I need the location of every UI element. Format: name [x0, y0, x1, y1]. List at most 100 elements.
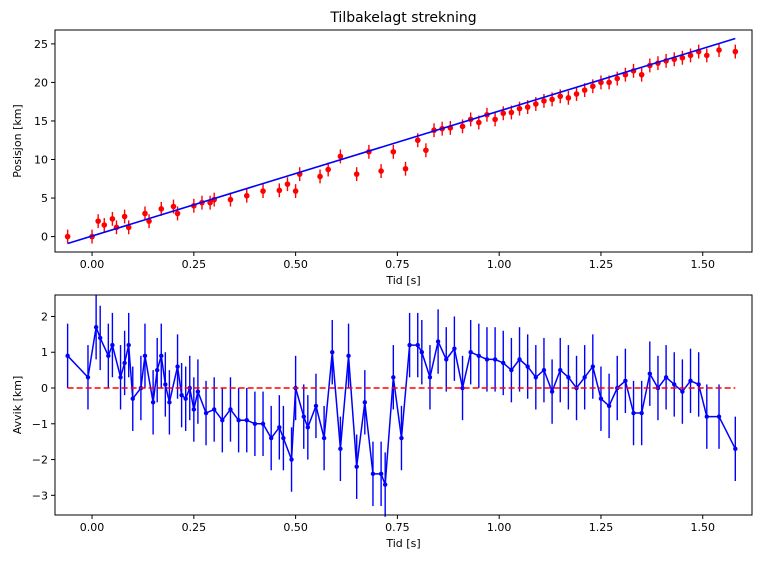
data-point: [118, 375, 123, 380]
data-point: [325, 166, 331, 173]
data-point: [338, 446, 343, 452]
data-point: [130, 396, 135, 401]
data-point: [159, 353, 164, 359]
y-tick-label: 1: [41, 346, 48, 359]
data-point: [207, 199, 213, 206]
x-tick-label: 0.00: [80, 521, 105, 534]
data-point: [476, 353, 482, 359]
data-point: [142, 210, 148, 217]
data-point: [110, 342, 115, 348]
data-point: [508, 109, 515, 116]
data-point: [289, 457, 294, 462]
data-point: [150, 400, 156, 405]
y-axis-label: Avvik [km]: [11, 376, 24, 435]
data-point: [517, 357, 522, 362]
data-point: [598, 79, 604, 86]
data-point: [284, 181, 291, 187]
data-point: [121, 213, 128, 220]
data-point: [704, 414, 710, 419]
data-point: [459, 123, 466, 130]
data-point: [203, 410, 209, 416]
data-point: [663, 375, 669, 380]
data-point: [183, 396, 188, 401]
data-point: [733, 446, 738, 452]
data-point: [407, 342, 412, 348]
data-point: [549, 96, 555, 103]
data-point: [716, 47, 722, 53]
data-point: [276, 187, 283, 194]
data-point: [252, 421, 258, 426]
x-tick-label: 1.00: [487, 258, 512, 271]
x-tick-label: 1.00: [487, 521, 512, 534]
x-tick-label: 0.50: [283, 521, 308, 534]
data-point: [106, 353, 111, 359]
data-point: [573, 91, 580, 97]
data-point: [696, 382, 701, 387]
data-point: [126, 342, 131, 348]
data-point: [533, 101, 539, 107]
data-point: [606, 403, 612, 409]
data-point: [391, 375, 396, 380]
data-point: [353, 171, 360, 177]
x-tick-label: 0.75: [385, 521, 410, 534]
data-point: [704, 52, 710, 59]
data-point: [638, 71, 645, 78]
y-tick-label: −3: [32, 489, 48, 502]
data-point: [423, 147, 429, 154]
data-point: [378, 471, 384, 477]
data-point: [236, 418, 241, 423]
y-tick-label: 2: [41, 310, 48, 323]
x-tick-label: 0.00: [80, 258, 105, 271]
x-tick-label: 1.25: [589, 521, 614, 534]
data-point: [533, 375, 539, 380]
data-point: [97, 335, 103, 341]
data-point: [277, 425, 282, 430]
data-point: [305, 425, 311, 430]
data-point: [191, 407, 197, 412]
data-point: [484, 357, 490, 362]
data-point: [415, 342, 420, 348]
data-point: [672, 382, 677, 387]
data-point: [590, 83, 596, 90]
data-point: [501, 360, 506, 366]
data-point: [549, 389, 555, 394]
data-point: [313, 403, 319, 409]
plot-frame: [54, 29, 753, 253]
data-point: [427, 375, 433, 380]
data-point: [516, 105, 523, 112]
data-point: [211, 407, 217, 412]
x-tick-label: 1.25: [589, 258, 614, 271]
data-point: [337, 153, 344, 160]
data-point: [101, 222, 108, 228]
data-point: [732, 48, 739, 55]
data-point: [582, 375, 587, 380]
data-point: [93, 324, 99, 330]
data-point: [402, 165, 409, 172]
data-point: [158, 206, 165, 212]
data-point: [566, 375, 571, 380]
data-point: [581, 87, 588, 93]
y-tick-label: 20: [34, 76, 48, 89]
data-point: [354, 464, 359, 469]
y-tick-label: 15: [34, 115, 48, 128]
data-point: [500, 110, 507, 117]
x-tick-label: 0.25: [182, 521, 207, 534]
data-point: [631, 410, 636, 416]
data-point: [460, 385, 465, 391]
data-point: [243, 192, 250, 199]
x-tick-label: 0.75: [385, 258, 410, 271]
data-point: [382, 482, 388, 487]
data-point: [557, 93, 564, 100]
data-point: [227, 196, 234, 203]
data-point: [558, 367, 563, 373]
data-point: [680, 389, 685, 394]
y-tick-label: 10: [34, 154, 48, 167]
x-tick-label: 0.25: [182, 258, 207, 271]
data-point: [378, 168, 384, 174]
data-point: [220, 418, 225, 423]
data-point: [390, 148, 397, 155]
data-point: [435, 339, 441, 344]
plot-frame: [54, 294, 753, 516]
y-tick-label: 25: [34, 38, 48, 51]
